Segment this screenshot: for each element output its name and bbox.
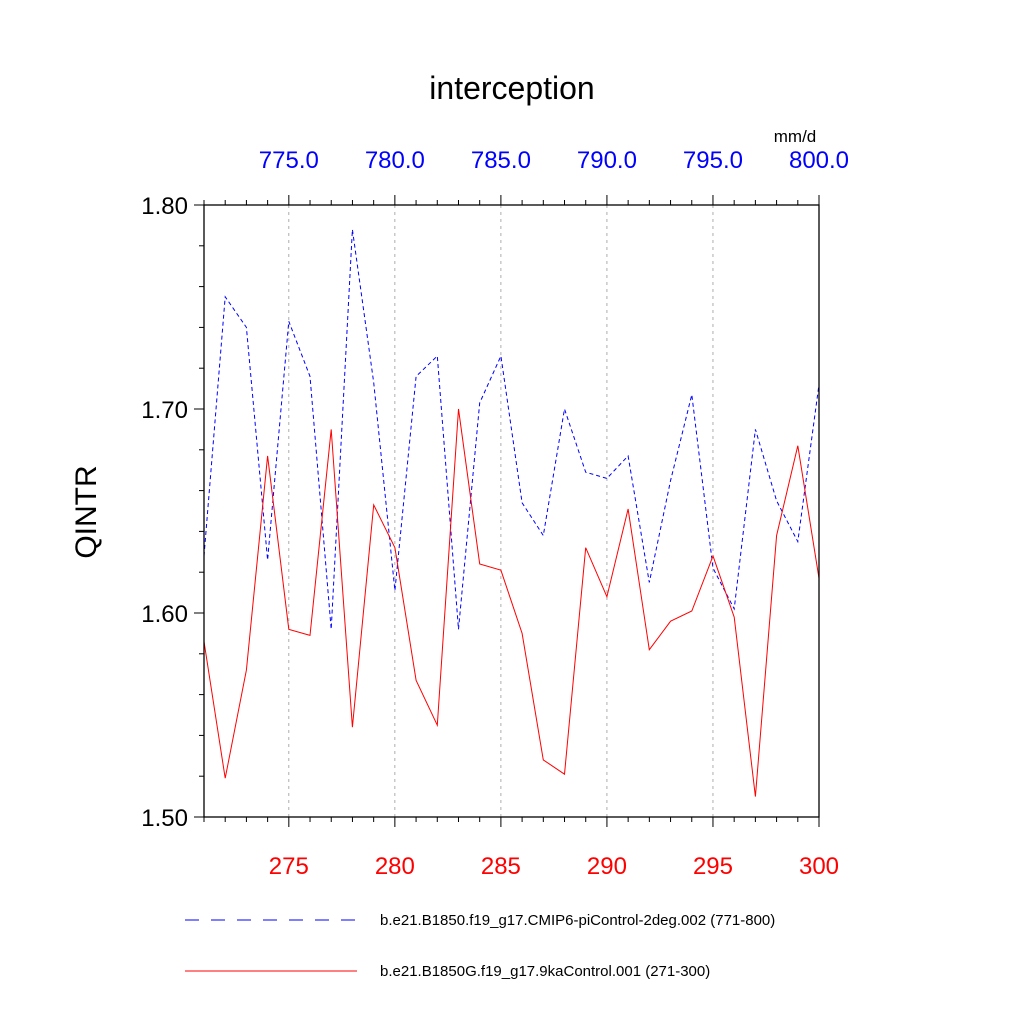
x-top-tick-label-1: 780.0 xyxy=(365,147,425,174)
x-top-tick-label-2: 785.0 xyxy=(471,147,531,174)
grid-lines xyxy=(288,205,820,817)
plot-frame xyxy=(203,204,820,818)
y-tick-label-2: 1.70 xyxy=(141,397,188,424)
x-bottom-tick-label-3: 290 xyxy=(587,853,627,880)
legend-label-piControl: b.e21.B1850.f19_g17.CMIP6-piControl-2deg… xyxy=(380,912,775,929)
series-line-1 xyxy=(203,408,820,797)
chart-title: interception xyxy=(429,70,594,106)
x-top-tick-label-4: 795.0 xyxy=(683,147,743,174)
x-bottom-tick-label-5: 300 xyxy=(799,853,839,880)
x-bottom-tick-label-1: 280 xyxy=(375,853,415,880)
legend: b.e21.B1850.f19_g17.CMIP6-piControl-2deg… xyxy=(185,912,775,980)
x-top-tick-label-3: 790.0 xyxy=(577,147,637,174)
legend-label-9kaControl: b.e21.B1850G.f19_g17.9kaControl.001 (271… xyxy=(380,963,710,980)
x-bottom-tick-label-4: 295 xyxy=(693,853,733,880)
y-tick-label-3: 1.80 xyxy=(141,193,188,220)
tick-marks xyxy=(194,195,820,827)
y-tick-label-0: 1.50 xyxy=(141,805,188,832)
y-tick-label-1: 1.60 xyxy=(141,601,188,628)
units-label: mm/d xyxy=(774,127,817,146)
y-axis-label: QINTR xyxy=(70,465,103,558)
tick-labels: 1.50 1.60 1.70 1.80 275 280 285 290 295 300 775.0 7… xyxy=(141,147,849,880)
x-bottom-tick-label-2: 285 xyxy=(481,853,521,880)
x-top-tick-label-0: 775.0 xyxy=(259,147,319,174)
x-bottom-tick-label-0: 275 xyxy=(269,853,309,880)
x-top-tick-label-5: 800.0 xyxy=(789,147,849,174)
series-line-0 xyxy=(203,229,820,630)
series-group xyxy=(203,229,820,797)
